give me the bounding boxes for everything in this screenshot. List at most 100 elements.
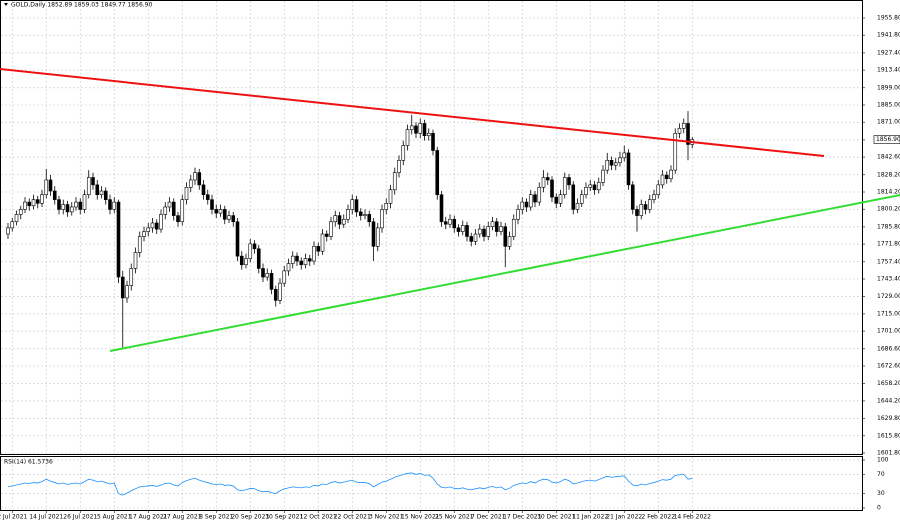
candle-body [239, 255, 244, 266]
y-tick-label: 1785.80 [877, 223, 900, 230]
candle-body [69, 206, 74, 213]
candle-body [524, 201, 529, 208]
candle-body [35, 199, 40, 204]
candle-body [193, 172, 197, 181]
candle-body [520, 201, 525, 210]
price-tag [873, 135, 900, 144]
x-tick-label: 26 Jul 2021 [63, 514, 97, 521]
candle-body [584, 187, 588, 196]
candle-body [167, 201, 172, 208]
candle-body [337, 215, 342, 225]
candle-body [154, 222, 159, 230]
chart-title: GOLD,Daily 1852.89 1859.03 1849.77 1856.… [11, 2, 152, 9]
x-tick-label: 17 Dec 2021 [503, 514, 542, 521]
candle-body [244, 258, 248, 266]
candle-body [299, 260, 304, 266]
candle-body [286, 263, 291, 272]
candle-body [256, 248, 261, 269]
y-tick-label: 1771.80 [877, 241, 900, 248]
candle-body [601, 169, 605, 183]
candle-body [643, 204, 648, 210]
candle-body [163, 206, 168, 215]
candle-body [686, 123, 690, 145]
candle-body [120, 276, 125, 299]
rsi-tick-label: 70 [877, 471, 885, 478]
candle-body [205, 194, 210, 200]
candle-body [516, 209, 520, 220]
candle-body [392, 172, 397, 191]
candle-body [23, 201, 27, 210]
candle-body [409, 125, 414, 130]
candle-body [647, 199, 652, 210]
candle-body [660, 174, 665, 186]
y-tick-label: 1927.40 [877, 49, 900, 56]
candle-body [499, 226, 503, 232]
candle-body [346, 209, 350, 220]
candle-body [673, 132, 678, 171]
candle-body [261, 268, 265, 278]
candle-body [439, 194, 444, 223]
x-tick-label: 11 Jan 2022 [572, 514, 608, 521]
x-tick-label: 22 Oct 2021 [334, 514, 371, 521]
candle-body [635, 209, 639, 216]
y-tick-label: 1828.20 [877, 171, 900, 178]
rsi-line [7, 472, 693, 496]
candle-body [609, 159, 614, 166]
candle-body [528, 194, 533, 208]
candle-body [341, 218, 346, 225]
price-tag-label: 1856.90 [876, 136, 900, 143]
candle-body [278, 282, 282, 301]
candle-body [333, 215, 338, 223]
candle-body [137, 236, 142, 253]
candle-body [418, 123, 423, 134]
x-tick-label: 7 Dec 2021 [471, 514, 506, 521]
candle-body [129, 268, 134, 286]
y-tick-label: 1715.00 [877, 310, 900, 317]
y-tick-label: 1615.80 [877, 432, 900, 439]
y-tick-label: 1842.60 [877, 154, 900, 161]
candle-body [571, 184, 576, 210]
x-tick-label: 14 Jul 2021 [29, 514, 63, 521]
candle-body [6, 227, 10, 235]
candle-body [146, 227, 151, 232]
candle-body [626, 152, 631, 186]
y-tick-label: 1743.40 [877, 276, 900, 283]
x-tick-label: 5 Aug 2021 [97, 514, 132, 521]
candle-body [74, 201, 78, 208]
candle-body [677, 128, 682, 134]
candle-body [65, 204, 70, 213]
candle-body [664, 174, 669, 180]
rsi-tick-label: 0 [877, 505, 881, 512]
candle-body [448, 218, 452, 225]
candle-body [31, 199, 36, 207]
symbol-icon [4, 3, 8, 6]
candle-body [57, 199, 61, 210]
candle-body [235, 221, 240, 257]
rsi-tick-label: 100 [877, 457, 889, 464]
candle-body [150, 222, 155, 229]
y-tick-label: 1899.00 [877, 84, 900, 91]
y-tick-label: 1601.80 [877, 450, 900, 457]
candle-body [273, 289, 278, 301]
candle-body [588, 184, 593, 188]
x-tick-label: 17 Aug 2021 [129, 514, 168, 521]
candle-body [108, 199, 112, 210]
candle-body [533, 194, 537, 203]
candle-body [592, 184, 597, 191]
candle-body [27, 201, 32, 207]
candle-body [388, 189, 393, 204]
candle-body [456, 227, 461, 232]
candle-body [494, 221, 499, 232]
candle-body [401, 145, 406, 161]
candle-body [180, 199, 185, 223]
candle-body [312, 246, 316, 262]
candle-body [44, 179, 49, 196]
candle-body [681, 123, 686, 129]
candle-body [142, 231, 146, 237]
candle-body [511, 218, 516, 237]
candle-body [639, 204, 644, 216]
candle-body [14, 214, 19, 223]
candle-body [452, 218, 457, 229]
